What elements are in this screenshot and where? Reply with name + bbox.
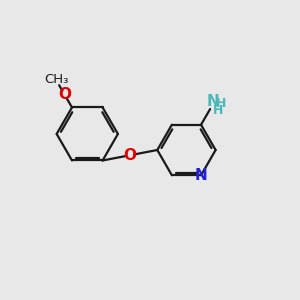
Text: H: H: [213, 104, 223, 118]
Text: O: O: [58, 87, 71, 102]
Text: CH₃: CH₃: [44, 73, 68, 86]
Text: N: N: [195, 168, 207, 183]
Text: N: N: [206, 94, 219, 109]
Text: H: H: [216, 97, 226, 110]
Text: O: O: [123, 148, 136, 163]
